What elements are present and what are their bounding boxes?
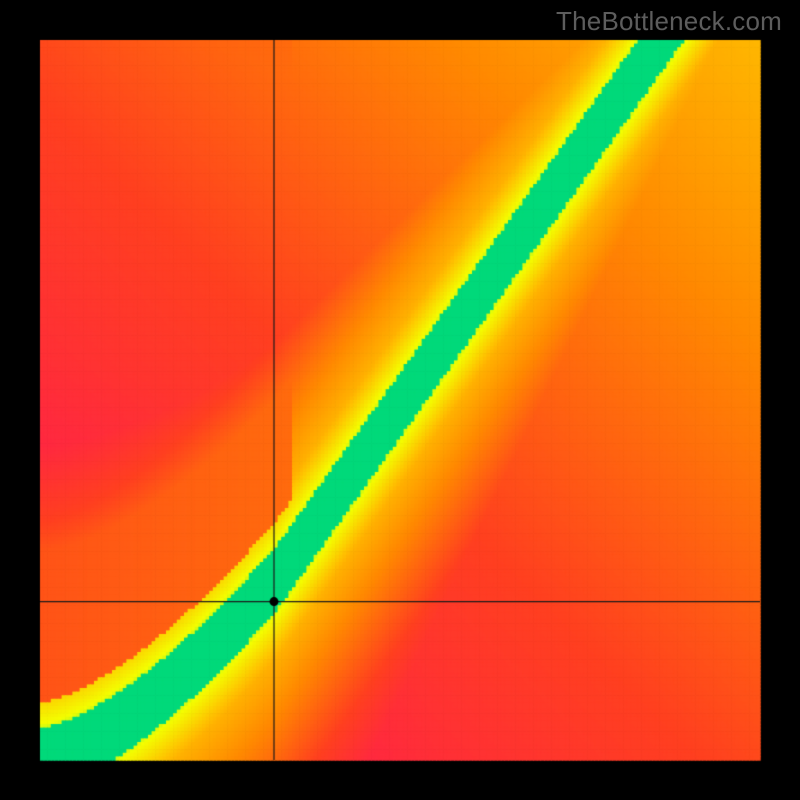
bottleneck-heatmap	[0, 0, 800, 800]
root-container: TheBottleneck.com	[0, 0, 800, 800]
watermark-label: TheBottleneck.com	[556, 6, 782, 37]
